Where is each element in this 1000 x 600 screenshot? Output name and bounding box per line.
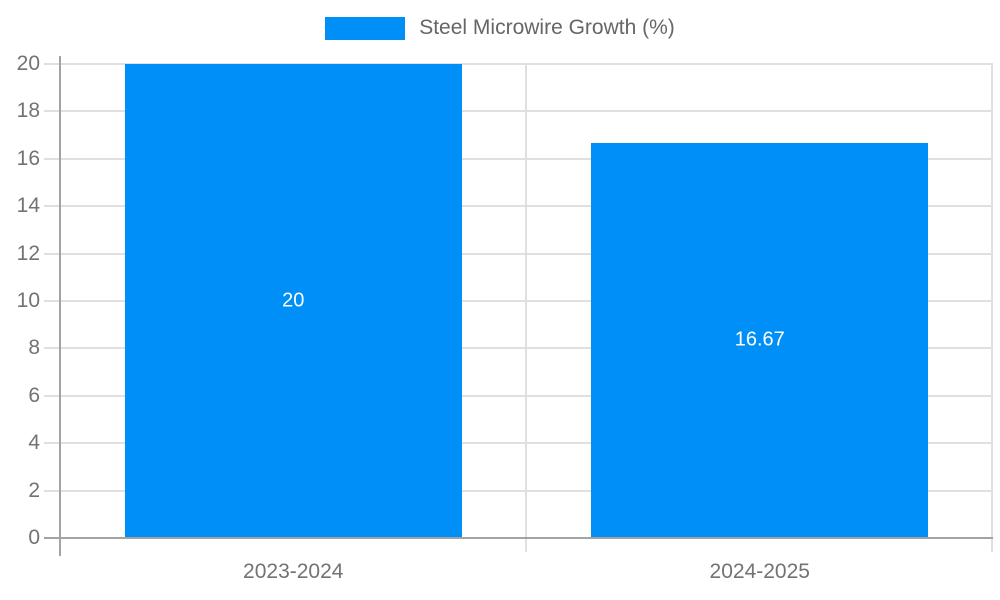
gridline-y-12	[44, 252, 993, 255]
ytick-label-4: 4	[28, 431, 40, 455]
ytick-label-2: 2	[28, 478, 40, 502]
ytick-label-14: 14	[16, 194, 40, 218]
legend[interactable]: Steel Microwire Growth (%)	[0, 16, 1000, 40]
gridline-y-8	[44, 347, 993, 350]
bar-value-label-2023-2024: 20	[282, 289, 305, 312]
ytick-label-20: 20	[16, 52, 40, 75]
gridline-x-boundary-2	[991, 64, 993, 552]
gridline-y-6	[44, 394, 993, 397]
xtick-label-2023-2024: 2023-2024	[243, 560, 344, 583]
ytick-label-12: 12	[16, 241, 40, 265]
gridline-y-14	[44, 205, 993, 208]
ytick-label-0: 0	[28, 526, 40, 549]
xtick-label-2024-2025: 2024-2025	[709, 560, 810, 583]
bar-2024-2025[interactable]	[591, 142, 929, 538]
gridline-y-4	[44, 442, 993, 445]
gridline-y-16	[44, 157, 993, 160]
y-axis-line	[59, 56, 61, 556]
gridline-y-20	[44, 63, 993, 65]
legend-label: Steel Microwire Growth (%)	[419, 16, 675, 39]
gridline-y-18	[44, 110, 993, 113]
ytick-label-16: 16	[16, 146, 40, 170]
gridline-y-2	[44, 489, 993, 492]
bar-value-label-2024-2025: 16.67	[734, 328, 785, 351]
x-axis-line	[44, 537, 993, 539]
ytick-label-6: 6	[28, 383, 40, 407]
ytick-label-10: 10	[16, 289, 40, 312]
gridline-x-boundary-1	[524, 64, 527, 552]
bar-2023-2024[interactable]	[124, 64, 462, 538]
gridline-y-10	[44, 300, 993, 302]
ytick-label-18: 18	[16, 99, 40, 123]
ytick-label-8: 8	[28, 336, 40, 360]
legend-swatch	[325, 16, 406, 40]
